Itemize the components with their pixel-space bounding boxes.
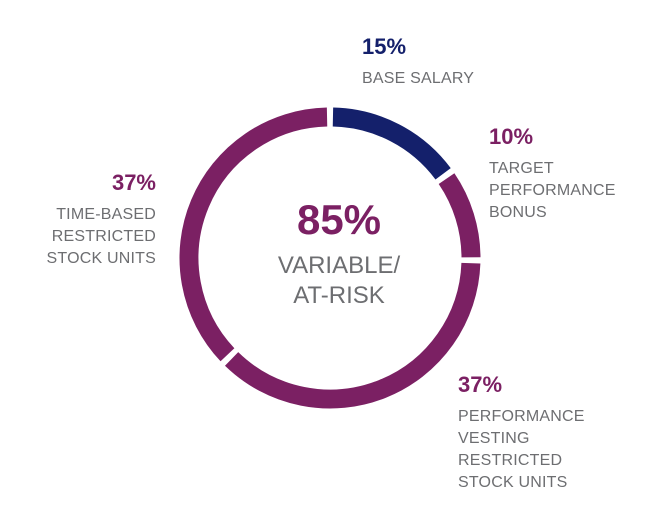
- callout-label-line: STOCK UNITS: [458, 474, 568, 491]
- callout-label-line: STOCK UNITS: [46, 250, 156, 267]
- callout-label-line: RESTRICTED: [51, 228, 156, 245]
- callout-performance-rsu-label: PERFORMANCE VESTING RESTRICTED STOCK UNI…: [458, 406, 585, 494]
- center-summary: 85% VARIABLE/ AT-RISK: [229, 195, 449, 311]
- center-label-line: AT-RISK: [293, 282, 385, 309]
- callout-time-based-rsu-percent: 37%: [111, 170, 156, 195]
- callout-time-based-rsu-label: TIME-BASED RESTRICTED STOCK UNITS: [47, 204, 156, 270]
- callout-label-line: VESTING: [458, 430, 530, 447]
- callout-time-based-rsu: 37% TIME-BASED RESTRICTED STOCK UNITS: [47, 170, 156, 270]
- callout-target-bonus-label: TARGET PERFORMANCE BONUS: [489, 158, 616, 224]
- callout-label-line: RESTRICTED: [458, 452, 563, 469]
- slice-target-bonus: [438, 173, 481, 258]
- callout-target-bonus: 10% TARGET PERFORMANCE BONUS: [489, 124, 616, 224]
- callout-label-line: TIME-BASED: [56, 206, 156, 223]
- slice-performance-rsu: [224, 262, 481, 409]
- callout-base-salary: 15% BASE SALARY: [362, 34, 474, 90]
- center-label-line: VARIABLE/: [277, 252, 401, 279]
- center-percent: 85%: [296, 196, 382, 243]
- center-label: VARIABLE/ AT-RISK: [229, 251, 449, 311]
- callout-performance-rsu-percent: 37%: [458, 372, 503, 397]
- callout-base-salary-label: BASE SALARY: [362, 68, 474, 90]
- slice-time-based-rsu: [179, 107, 328, 362]
- callout-performance-rsu: 37% PERFORMANCE VESTING RESTRICTED STOCK…: [458, 372, 585, 494]
- callout-label-line: PERFORMANCE: [489, 182, 616, 199]
- callout-base-salary-percent: 15%: [362, 34, 407, 59]
- callout-label-line: BASE SALARY: [362, 70, 475, 87]
- callout-label-line: TARGET: [489, 160, 554, 177]
- slice-base-salary: [332, 107, 451, 180]
- callout-label-line: PERFORMANCE: [458, 408, 585, 425]
- callout-label-line: BONUS: [489, 204, 547, 221]
- callout-target-bonus-percent: 10%: [489, 124, 534, 149]
